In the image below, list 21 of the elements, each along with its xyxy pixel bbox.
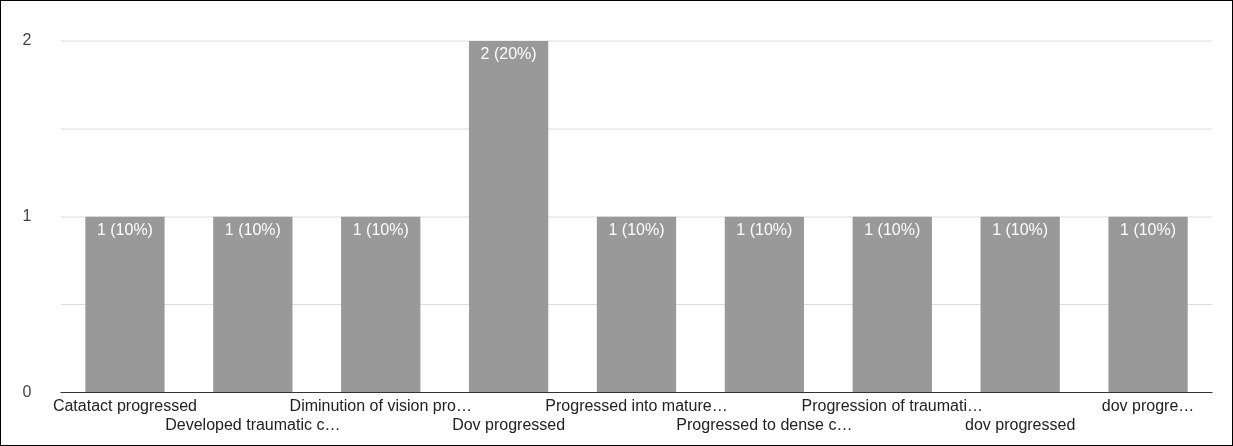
y-tick-label: 0 (22, 383, 32, 401)
y-tick-label: 1 (22, 207, 32, 225)
data-label: 1 (10%) (736, 221, 793, 239)
data-label: 1 (10%) (96, 221, 153, 239)
x-tick-label: Catatact progressed (52, 396, 197, 414)
x-tick-label: Dov progressed (452, 415, 566, 433)
x-tick-label: dov progre… (1101, 396, 1195, 414)
x-tick-label: dov progressed (965, 415, 1076, 433)
data-label: 1 (10%) (992, 221, 1049, 239)
data-label: 2 (20%) (480, 45, 537, 63)
data-label: 1 (10%) (352, 221, 409, 239)
x-tick-label: Progressed into mature… (545, 396, 728, 414)
data-label: 1 (10%) (1120, 221, 1177, 239)
x-tick-label: Progression of traumati… (801, 396, 983, 414)
x-tick-label: Developed traumatic c… (165, 415, 341, 433)
y-tick-label: 2 (22, 31, 32, 49)
x-tick-label: Progressed to dense c… (676, 415, 853, 433)
data-label: 1 (10%) (608, 221, 665, 239)
data-label: 1 (10%) (224, 221, 281, 239)
data-label: 1 (10%) (864, 221, 921, 239)
x-tick-label: Diminution of vision pro… (289, 396, 472, 414)
